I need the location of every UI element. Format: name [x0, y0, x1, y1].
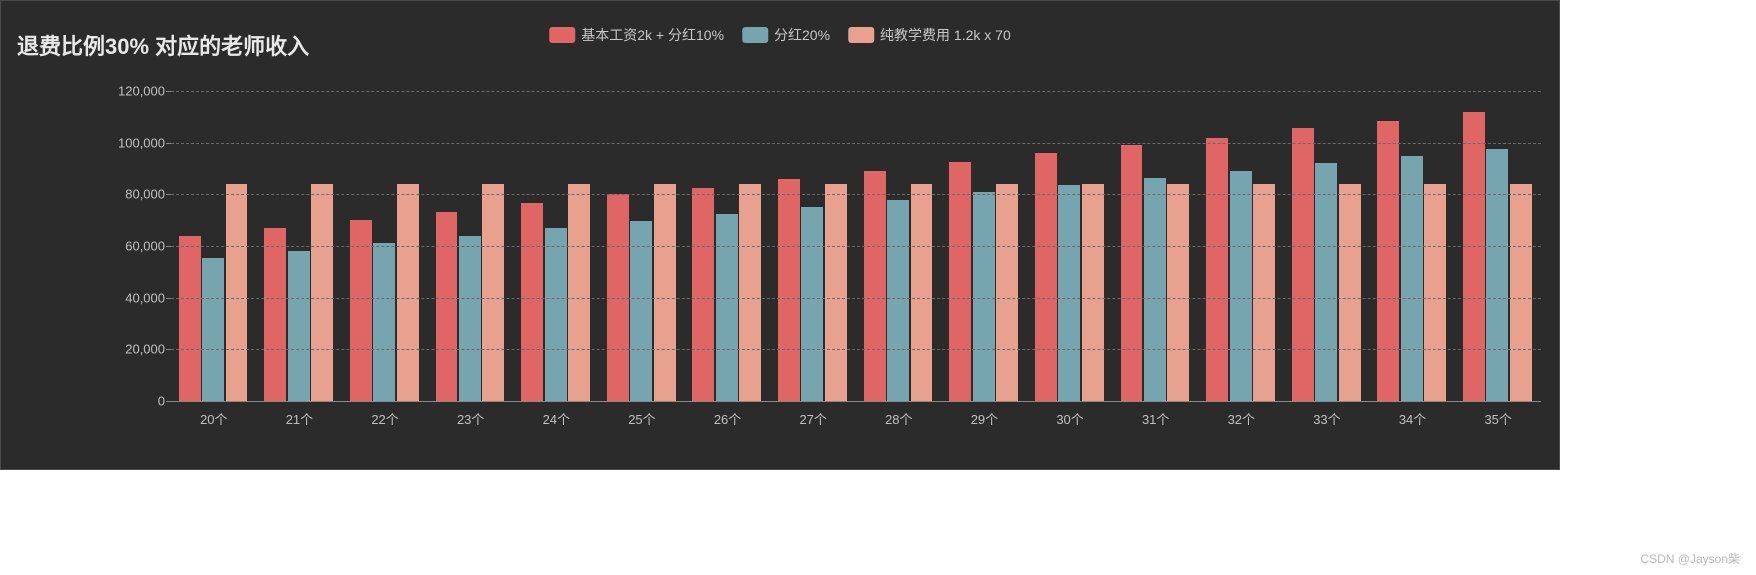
bar[interactable]	[264, 228, 286, 401]
x-axis-label: 34个	[1399, 409, 1426, 428]
legend-item[interactable]: 分红20%	[742, 25, 830, 45]
x-axis-label: 23个	[457, 409, 484, 428]
bar[interactable]	[1167, 184, 1189, 401]
x-axis-label: 35个	[1484, 409, 1511, 428]
x-axis-label: 27个	[799, 409, 826, 428]
y-axis-label: 0	[85, 394, 165, 409]
grid-line	[171, 194, 1541, 195]
x-axis-label: 30个	[1056, 409, 1083, 428]
y-tick	[166, 143, 171, 144]
bar[interactable]	[887, 200, 909, 402]
bar[interactable]	[459, 236, 481, 401]
bar[interactable]	[202, 258, 224, 401]
legend-swatch	[742, 27, 768, 43]
chart-title: 退费比例30% 对应的老师收入	[17, 29, 309, 61]
x-axis-label: 22个	[371, 409, 398, 428]
legend-label: 分红20%	[774, 25, 830, 45]
axis-baseline	[171, 401, 1541, 402]
bar[interactable]	[1463, 112, 1485, 401]
bar[interactable]	[1121, 145, 1143, 401]
y-tick	[166, 194, 171, 195]
bar[interactable]	[545, 228, 567, 401]
bar[interactable]	[1144, 178, 1166, 401]
y-tick	[166, 298, 171, 299]
bar[interactable]	[350, 220, 372, 401]
bar[interactable]	[654, 184, 676, 401]
bar[interactable]	[630, 221, 652, 401]
grid-line	[171, 143, 1541, 144]
y-axis-label: 100,000	[85, 135, 165, 150]
legend-item[interactable]: 基本工资2k + 分红10%	[549, 25, 724, 45]
bar[interactable]	[996, 184, 1018, 401]
bar[interactable]	[568, 184, 590, 401]
legend-label: 纯教学费用 1.2k x 70	[880, 25, 1011, 45]
bar[interactable]	[973, 192, 995, 401]
bar[interactable]	[949, 162, 971, 401]
chart-container: 退费比例30% 对应的老师收入 基本工资2k + 分红10% 分红20% 纯教学费用…	[0, 0, 1560, 470]
bar[interactable]	[1510, 184, 1532, 401]
y-tick	[166, 349, 171, 350]
bar[interactable]	[1035, 153, 1057, 401]
legend-swatch	[549, 27, 575, 43]
bar[interactable]	[864, 171, 886, 401]
bar[interactable]	[1058, 185, 1080, 401]
legend-label: 基本工资2k + 分红10%	[581, 25, 724, 45]
legend-swatch	[848, 27, 874, 43]
bar[interactable]	[1424, 184, 1446, 401]
x-axis-label: 25个	[628, 409, 655, 428]
x-axis-label: 33个	[1313, 409, 1340, 428]
bar[interactable]	[1082, 184, 1104, 401]
grid-line	[171, 91, 1541, 92]
bar[interactable]	[1292, 128, 1314, 401]
bar[interactable]	[1253, 184, 1275, 401]
bar[interactable]	[288, 251, 310, 401]
bar[interactable]	[436, 212, 458, 401]
bar[interactable]	[739, 184, 761, 401]
bar[interactable]	[1206, 138, 1228, 402]
y-axis-label: 120,000	[85, 84, 165, 99]
x-axis-label: 29个	[971, 409, 998, 428]
watermark-text: CSDN @Jayson柴	[1640, 550, 1740, 567]
legend-item[interactable]: 纯教学费用 1.2k x 70	[848, 25, 1011, 45]
plot-area: 020,00040,00060,00080,000100,000120,0002…	[171, 91, 1541, 401]
chart-legend: 基本工资2k + 分红10% 分红20% 纯教学费用 1.2k x 70	[549, 25, 1011, 45]
bar[interactable]	[825, 184, 847, 401]
grid-line	[171, 349, 1541, 350]
y-axis-label: 60,000	[85, 239, 165, 254]
x-axis-label: 21个	[286, 409, 313, 428]
x-axis-label: 24个	[543, 409, 570, 428]
bar[interactable]	[1377, 121, 1399, 401]
bar[interactable]	[1339, 184, 1361, 401]
x-axis-label: 28个	[885, 409, 912, 428]
bar[interactable]	[1401, 156, 1423, 401]
bar[interactable]	[373, 243, 395, 401]
y-tick	[166, 401, 171, 402]
bar[interactable]	[521, 203, 543, 401]
bar[interactable]	[692, 188, 714, 401]
bar[interactable]	[716, 214, 738, 401]
bar[interactable]	[778, 179, 800, 401]
bar[interactable]	[397, 184, 419, 401]
x-axis-label: 20个	[200, 409, 227, 428]
grid-line	[171, 298, 1541, 299]
y-axis-label: 80,000	[85, 187, 165, 202]
y-axis-label: 40,000	[85, 290, 165, 305]
bar[interactable]	[1315, 163, 1337, 401]
bar[interactable]	[1486, 149, 1508, 401]
x-axis-label: 32个	[1228, 409, 1255, 428]
bar[interactable]	[911, 184, 933, 401]
y-tick	[166, 91, 171, 92]
bar[interactable]	[311, 184, 333, 401]
y-axis-label: 20,000	[85, 342, 165, 357]
bar[interactable]	[226, 184, 248, 401]
y-tick	[166, 246, 171, 247]
bar[interactable]	[179, 236, 201, 401]
x-axis-label: 31个	[1142, 409, 1169, 428]
grid-line	[171, 246, 1541, 247]
x-axis-label: 26个	[714, 409, 741, 428]
bar[interactable]	[801, 207, 823, 401]
bar[interactable]	[482, 184, 504, 401]
bar[interactable]	[1230, 171, 1252, 401]
